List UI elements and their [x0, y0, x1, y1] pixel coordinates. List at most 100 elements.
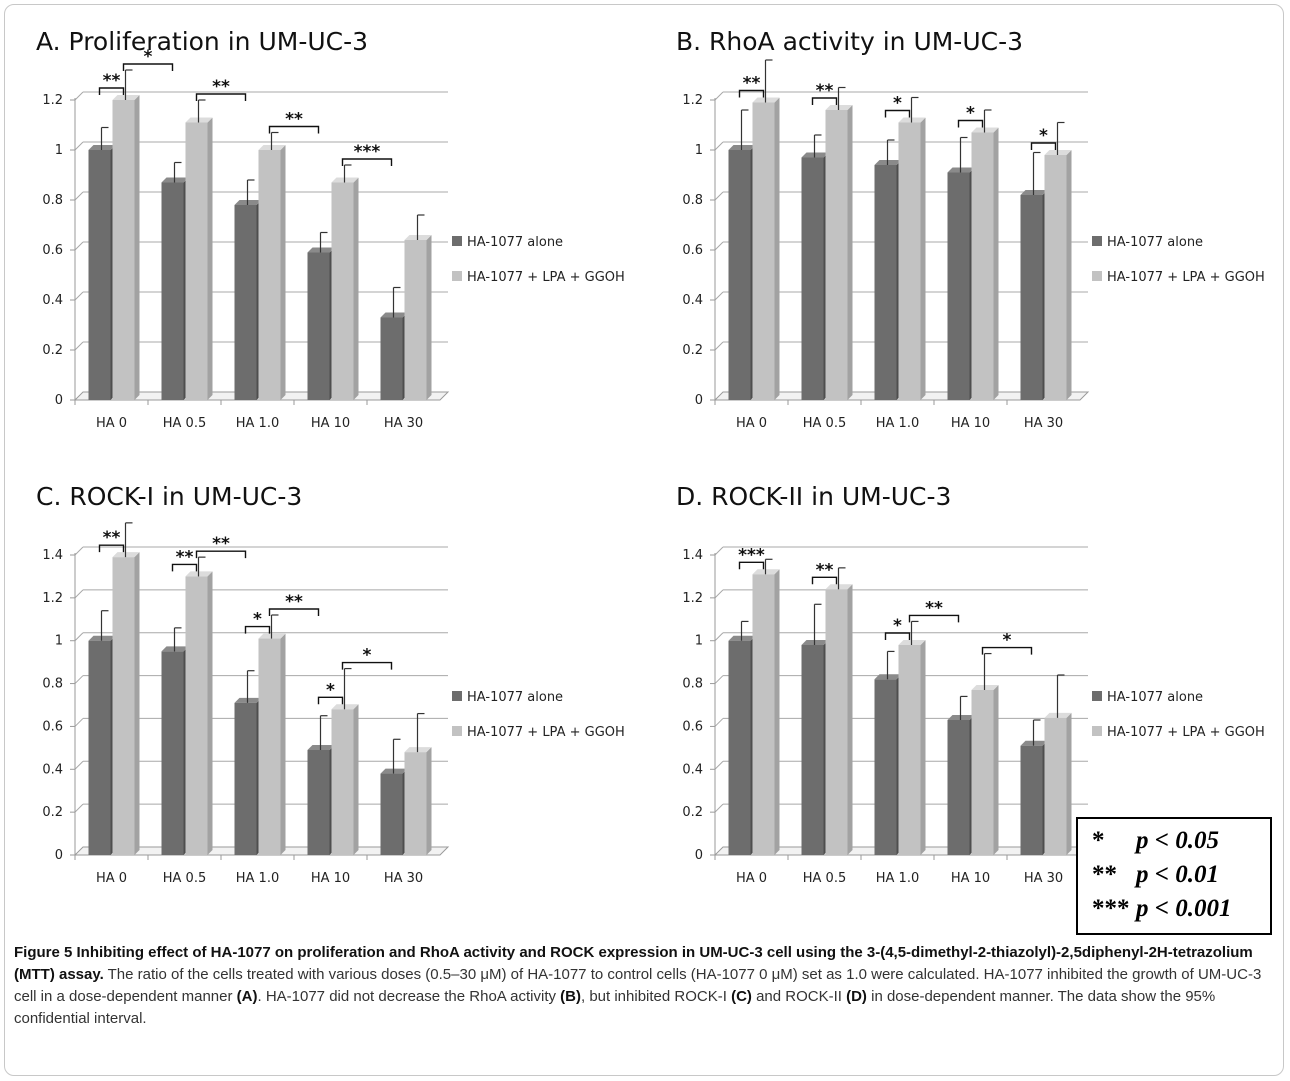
y-tick-label: 1	[55, 143, 63, 158]
y-tick-label: 0	[695, 848, 703, 863]
p-value-key-row: *** p < 0.001	[1092, 895, 1232, 923]
bar	[380, 312, 408, 400]
bracket-line	[244, 625, 271, 634]
bracket-line	[171, 563, 198, 572]
bar-front	[898, 122, 921, 400]
bar-side	[280, 145, 286, 400]
chart-d: D. ROCK-II in UM-UC-3 0 0.2 0.4 0.6 0.8 1 1.2 1.…	[676, 482, 1265, 886]
bar-front	[380, 773, 403, 855]
y-tick-label: 0	[55, 848, 63, 863]
legend-label: HA-1077 alone	[1107, 690, 1203, 705]
legend-swatch	[1092, 726, 1102, 736]
bar-side	[207, 571, 213, 855]
bracket-line	[1030, 142, 1057, 150]
caption-text: and ROCK-II	[751, 988, 847, 1005]
bar-front	[185, 122, 208, 400]
x-tick-label: HA 0.5	[163, 871, 206, 886]
caption-ref-d: (D)	[846, 988, 867, 1005]
significance-label: **	[743, 74, 761, 94]
key-stars: ***	[1092, 895, 1130, 922]
significance-label: **	[103, 528, 121, 548]
bar	[752, 97, 780, 400]
p-value-key-row: ** p < 0.01	[1092, 861, 1219, 889]
significance-bracket: *	[244, 610, 271, 634]
bar	[258, 145, 286, 400]
significance-label: **	[285, 592, 303, 612]
chart-title: B. RhoA activity in UM-UC-3	[676, 27, 1023, 56]
gridline	[714, 191, 724, 201]
x-tick-label: HA 0.5	[803, 871, 846, 886]
bar-front	[752, 574, 775, 855]
significance-label: ***	[738, 545, 765, 565]
x-tick-label: HA 0	[736, 871, 767, 886]
legend-label: HA-1077 alone	[467, 690, 563, 705]
x-tick-label: HA 10	[311, 416, 350, 431]
gridline	[74, 803, 84, 813]
significance-label: *	[253, 610, 262, 630]
x-tick-label: HA 30	[384, 871, 423, 886]
y-tick-label: 1.2	[682, 591, 703, 606]
bar-front	[947, 172, 970, 400]
legend-label: HA-1077 + LPA + GGOH	[467, 725, 625, 740]
x-tick-label: HA 10	[951, 871, 990, 886]
bar	[112, 552, 140, 855]
significance-bracket: *	[122, 47, 174, 71]
bar-front	[258, 150, 281, 400]
chart-title: D. ROCK-II in UM-UC-3	[676, 482, 951, 511]
significance-bracket: **	[195, 77, 247, 101]
caption-text: . HA-1077 did not decrease the RhoA acti…	[257, 988, 561, 1005]
bar-front	[404, 240, 427, 400]
key-stars: *	[1092, 827, 1105, 854]
x-tick-label: HA 1.0	[876, 416, 919, 431]
gridline	[714, 91, 724, 101]
gridline	[714, 341, 724, 351]
bar	[971, 685, 999, 855]
y-tick-label: 1	[695, 143, 703, 158]
chart-c: C. ROCK-I in UM-UC-3 0 0.2 0.4 0.6 0.8 1 1.2 1.4…	[36, 482, 625, 886]
significance-label: **	[212, 77, 230, 97]
y-tick-label: 1.2	[42, 591, 63, 606]
bar-front	[331, 709, 354, 855]
significance-bracket: **	[171, 547, 198, 572]
caption-text: The ratio of the cells treated with vari…	[14, 966, 1262, 1005]
bracket-line	[195, 93, 247, 101]
y-tick-label: 0.6	[682, 719, 703, 734]
x-tick-label: HA 10	[311, 871, 350, 886]
y-tick-label: 0.8	[42, 193, 63, 208]
bar	[728, 635, 756, 855]
y-tick-label: 0.2	[682, 805, 703, 820]
bar-side	[1066, 150, 1072, 400]
bar	[185, 571, 213, 855]
significance-label: **	[816, 560, 834, 580]
bar	[728, 145, 756, 400]
x-tick-label: HA 10	[951, 416, 990, 431]
y-tick-label: 1	[695, 634, 703, 649]
significance-label: **	[103, 71, 121, 91]
bar	[88, 635, 116, 855]
gridline	[714, 718, 724, 727]
gridline	[74, 589, 84, 599]
bar	[88, 145, 116, 400]
gridline	[74, 141, 84, 151]
gridline	[714, 291, 724, 301]
significance-label: **	[925, 598, 943, 618]
significance-bracket: *	[884, 616, 911, 640]
bar-front	[1020, 745, 1043, 855]
bracket-line	[98, 87, 125, 95]
bar-front	[404, 752, 427, 855]
bar-front	[161, 182, 184, 400]
bar-side	[993, 127, 999, 400]
bar	[898, 640, 926, 855]
bracket-line	[884, 109, 911, 118]
gridline	[714, 675, 724, 684]
significance-bracket: **	[98, 71, 125, 95]
bar-front	[185, 576, 208, 855]
bar-front	[728, 150, 751, 400]
significance-bracket: *	[317, 680, 344, 705]
caption-text: , but inhibited ROCK-I	[581, 988, 732, 1005]
bar	[185, 117, 213, 400]
bar	[1020, 190, 1048, 400]
gridline	[714, 141, 724, 151]
bar	[801, 640, 829, 855]
gridline	[714, 241, 724, 251]
